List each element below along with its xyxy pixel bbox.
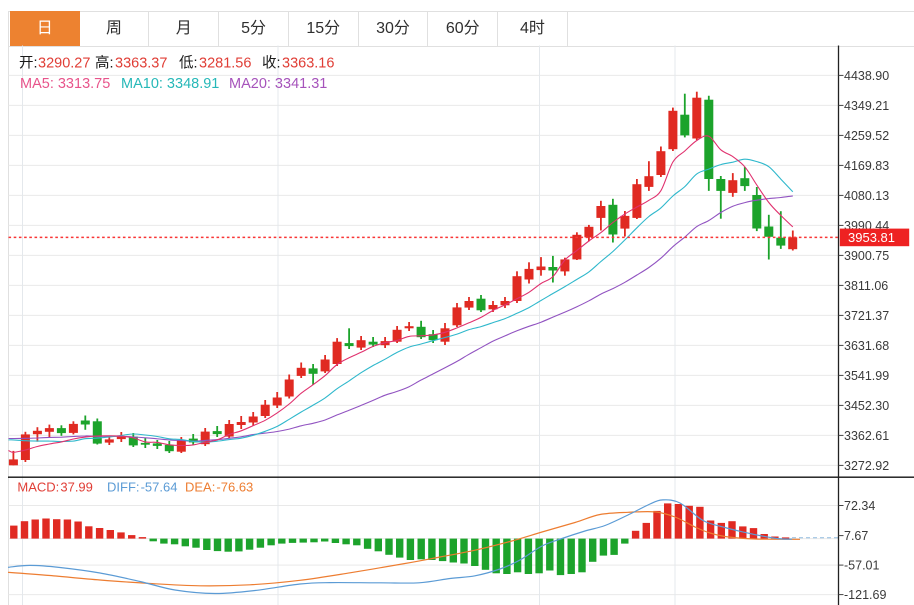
svg-text:开:: 开: (19, 56, 38, 72)
svg-text:3272.92: 3272.92 (844, 459, 889, 473)
svg-text:收:: 收: (262, 55, 281, 72)
svg-text:3900.75: 3900.75 (844, 249, 889, 263)
svg-text:MACD: 37.99: MACD: 37.99 (17, 480, 93, 495)
svg-text:4349.21: 4349.21 (844, 99, 889, 113)
svg-text:3953.81: 3953.81 (848, 230, 895, 245)
svg-text:3363.16: 3363.16 (282, 56, 334, 72)
svg-text:DIFF: -57.64: DIFF: -57.64 (107, 480, 177, 495)
svg-text:3811.06: 3811.06 (844, 279, 888, 293)
svg-text:3290.27: 3290.27 (38, 56, 90, 72)
svg-text:3363.37: 3363.37 (115, 56, 167, 72)
svg-text:4080.13: 4080.13 (844, 189, 889, 203)
svg-text:4259.52: 4259.52 (844, 129, 889, 143)
svg-text:-57.01: -57.01 (844, 559, 879, 573)
svg-text:4169.83: 4169.83 (844, 159, 889, 173)
svg-text:MA5: 3313.75: MA5: 3313.75 (20, 76, 110, 92)
svg-text:-121.69: -121.69 (844, 588, 886, 602)
svg-text:MA10: 3348.91: MA10: 3348.91 (121, 76, 219, 92)
svg-text:3362.61: 3362.61 (844, 429, 889, 443)
svg-text:3452.30: 3452.30 (844, 399, 889, 413)
svg-text:3721.37: 3721.37 (844, 309, 889, 323)
svg-text:高:: 高: (95, 55, 114, 72)
svg-text:3631.68: 3631.68 (844, 339, 889, 353)
svg-text:DEA: -76.63: DEA: -76.63 (185, 480, 253, 495)
svg-text:MA20: 3341.31: MA20: 3341.31 (229, 76, 327, 92)
svg-text:4438.90: 4438.90 (844, 69, 889, 83)
svg-text:3541.99: 3541.99 (844, 369, 889, 383)
svg-text:3281.56: 3281.56 (199, 56, 251, 72)
svg-text:7.67: 7.67 (844, 529, 868, 543)
svg-text:72.34: 72.34 (844, 499, 875, 513)
svg-text:低:: 低: (179, 55, 198, 72)
